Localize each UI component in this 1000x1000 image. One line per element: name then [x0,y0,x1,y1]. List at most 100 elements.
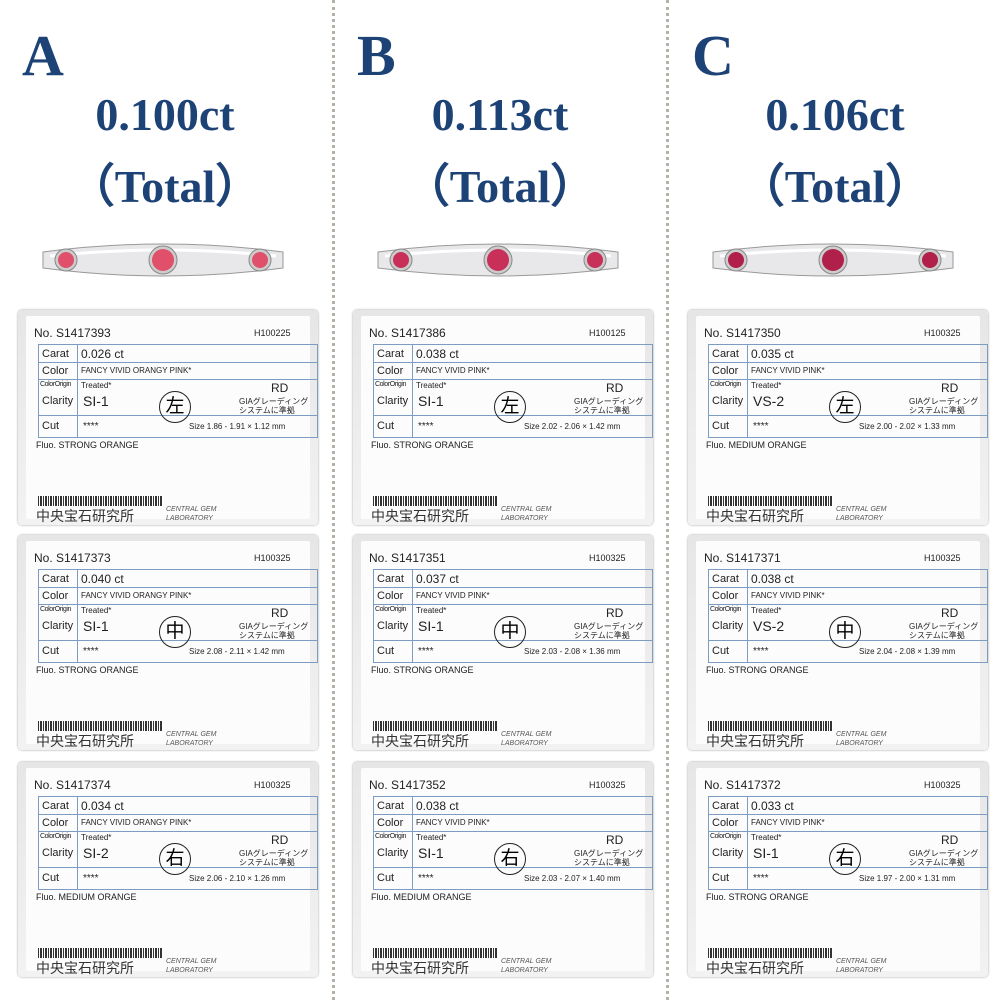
label-color: Color [712,817,739,829]
card-inner: No. S1417374 H100325 Carat 0.034 ct Color FAN… [26,768,318,976]
fluorescence: Fluo. MEDIUM ORANGE [706,440,807,450]
rd: RD [941,833,959,847]
stone [152,249,174,271]
label-color-origin: ColorOrigin [40,833,71,840]
cert-code: H100325 [924,328,961,338]
stone [822,249,844,271]
gia-line-1: GIAグレーディング [574,849,644,858]
barcode [708,496,833,506]
cert-code: H100325 [254,553,291,563]
stone [487,249,509,271]
table-rule [39,814,317,815]
grade-table: Carat 0.038 ct Color FANCY VIVID PINK* Color… [708,569,988,663]
ring-image [712,243,954,277]
stone-position: 右 [494,843,526,875]
cert-number: No. S1417371 [704,551,781,565]
label-color-origin: ColorOrigin [375,833,406,840]
label-cut: Cut [712,645,730,657]
total-note: （Total） [68,161,262,212]
table-rule [747,345,748,437]
clarity: SI-1 [418,393,444,409]
table-rule [709,604,987,605]
stone [393,252,409,268]
cut-grade: **** [753,421,769,432]
cert-number: No. S1417374 [34,778,111,792]
label-color-origin: ColorOrigin [375,381,406,388]
card-inner: No. S1417393 H100225 Carat 0.026 ct Color FAN… [26,316,318,524]
stone-position: 左 [494,391,526,423]
label-cut: Cut [377,645,395,657]
table-rule [709,379,987,380]
total-carat: 0.100ct [95,89,235,140]
total-note: （Total） [403,161,597,212]
fluorescence: Fluo. STRONG ORANGE [371,665,474,675]
color: FANCY VIVID PINK* [416,591,490,600]
gia-line-2: システムに準拠 [574,406,630,415]
stone [728,252,744,268]
certificate-card: No. S1417374 H100325 Carat 0.034 ct Color FAN… [18,762,318,977]
certificate-card: No. S1417352 H100325 Carat 0.038 ct Color FAN… [353,762,653,977]
fluorescence: Fluo. MEDIUM ORANGE [371,892,472,902]
lab-name-en-1: CENTRAL GEM [501,958,552,965]
certificate-card: No. S1417386 H100125 Carat 0.038 ct Color FAN… [353,310,653,525]
gia-line-1: GIAグレーディング [909,622,979,631]
cert-code: H100325 [924,553,961,563]
grade-table: Carat 0.035 ct Color FANCY VIVID PINK* Color… [708,344,988,438]
carat: 0.026 ct [81,347,124,361]
card-inner: No. S1417373 H100325 Carat 0.040 ct Color FAN… [26,541,318,749]
lab-name-en-2: LABORATORY [836,740,883,747]
table-rule [412,570,413,662]
table-rule [39,587,317,588]
lab-name-en-1: CENTRAL GEM [836,958,887,965]
cut-grade: **** [753,646,769,657]
color-origin: Treated* [416,381,447,390]
label-color: Color [42,590,69,602]
barcode [708,948,833,958]
lab-name-en-1: CENTRAL GEM [166,731,217,738]
label-color: Color [42,817,69,829]
lab-name-jp: 中央宝石研究所 [706,733,804,749]
lab-name-en-1: CENTRAL GEM [836,731,887,738]
card-inner: No. S1417352 H100325 Carat 0.038 ct Color FAN… [361,768,653,976]
stone [58,252,74,268]
cut-grade: **** [418,873,434,884]
cert-number: No. S1417351 [369,551,446,565]
label-clarity: Clarity [377,847,409,859]
stone-size: Size 2.00 - 2.02 × 1.33 mm [859,422,956,431]
barcode [38,496,163,506]
card-inner: No. S1417372 H100325 Carat 0.033 ct Color FAN… [696,768,988,976]
rd: RD [606,606,624,620]
label-clarity: Clarity [42,620,74,632]
table-rule [709,814,987,815]
barcode [38,721,163,731]
fluorescence: Fluo. STRONG ORANGE [36,665,139,675]
color-origin: Treated* [416,833,447,842]
clarity: SI-1 [418,618,444,634]
card-inner: No. S1417350 H100325 Carat 0.035 ct Color FAN… [696,316,988,524]
clarity: SI-1 [753,845,779,861]
label-clarity: Clarity [377,620,409,632]
color-origin: Treated* [751,381,782,390]
cert-number: No. S1417352 [369,778,446,792]
cut-grade: **** [418,421,434,432]
rd: RD [271,606,289,620]
certificate-card: No. S1417372 H100325 Carat 0.033 ct Color FAN… [688,762,988,977]
barcode [708,721,833,731]
stone-position: 中 [494,616,526,648]
label-carat: Carat [712,800,739,812]
grade-table: Carat 0.038 ct Color FANCY VIVID PINK* Color… [373,344,653,438]
card-inner: No. S1417386 H100125 Carat 0.038 ct Color FAN… [361,316,653,524]
table-rule [709,587,987,588]
carat: 0.037 ct [416,572,459,586]
cert-number: No. S1417373 [34,551,111,565]
table-rule [39,379,317,380]
label-cut: Cut [42,645,60,657]
gia-line-1: GIAグレーディング [239,849,309,858]
color-origin: Treated* [416,606,447,615]
clarity: SI-1 [83,393,109,409]
barcode [373,721,498,731]
lab-name-en-2: LABORATORY [836,967,883,974]
stone-position: 中 [159,616,191,648]
cert-code: H100225 [254,328,291,338]
ring-image [42,243,284,277]
